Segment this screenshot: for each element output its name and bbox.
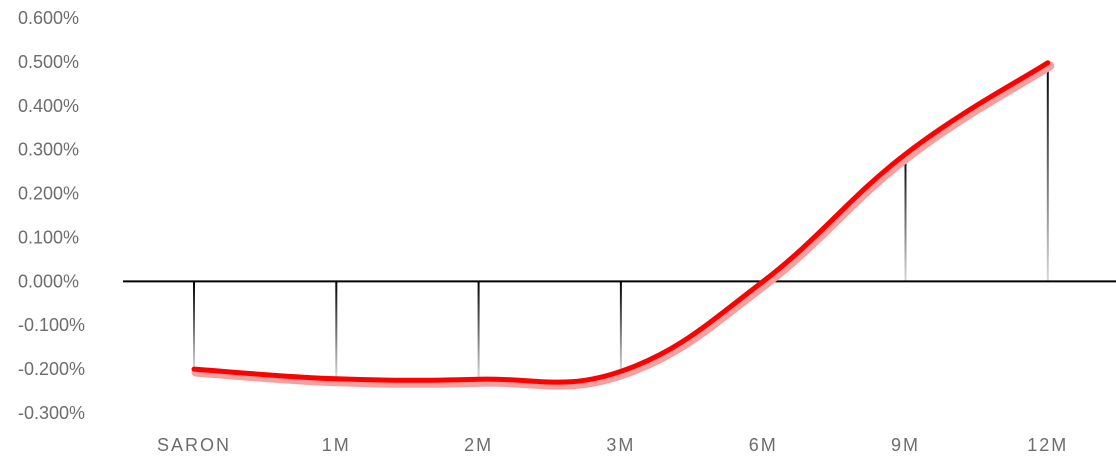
- x-axis-ticks: SARON 1M 2M 3M 6M 9M 12M: [157, 435, 1068, 455]
- y-tick-label: 0.600%: [18, 8, 79, 28]
- y-tick-label: -0.200%: [18, 359, 85, 379]
- yield-curve-glow: [191, 61, 1055, 390]
- drop-line: [619, 281, 622, 372]
- y-tick-label: 0.300%: [18, 140, 79, 160]
- x-tick-label: 1M: [322, 435, 351, 455]
- drop-line: [1046, 62, 1049, 282]
- drop-lines: [193, 62, 1049, 380]
- y-tick-label: 0.000%: [18, 271, 79, 291]
- y-tick-label: 0.400%: [18, 96, 79, 116]
- y-tick-label: -0.100%: [18, 315, 85, 335]
- drop-line: [335, 281, 338, 379]
- y-axis-ticks: 0.600% 0.500% 0.400% 0.300% 0.200% 0.100% 0.00…: [18, 8, 85, 423]
- x-tick-label: SARON: [157, 435, 231, 455]
- yield-curve-line: [191, 60, 1051, 385]
- y-tick-label: -0.300%: [18, 403, 85, 423]
- x-tick-label: 9M: [891, 435, 920, 455]
- x-tick-label: 3M: [606, 435, 635, 455]
- x-tick-label: 6M: [749, 435, 778, 455]
- drop-line: [477, 281, 480, 380]
- x-tick-label: 12M: [1027, 435, 1068, 455]
- drop-line: [904, 154, 907, 282]
- x-tick-label: 2M: [464, 435, 493, 455]
- y-tick-label: 0.100%: [18, 227, 79, 247]
- y-tick-label: 0.500%: [18, 52, 79, 72]
- y-tick-label: 0.200%: [18, 184, 79, 204]
- drop-line: [193, 281, 195, 370]
